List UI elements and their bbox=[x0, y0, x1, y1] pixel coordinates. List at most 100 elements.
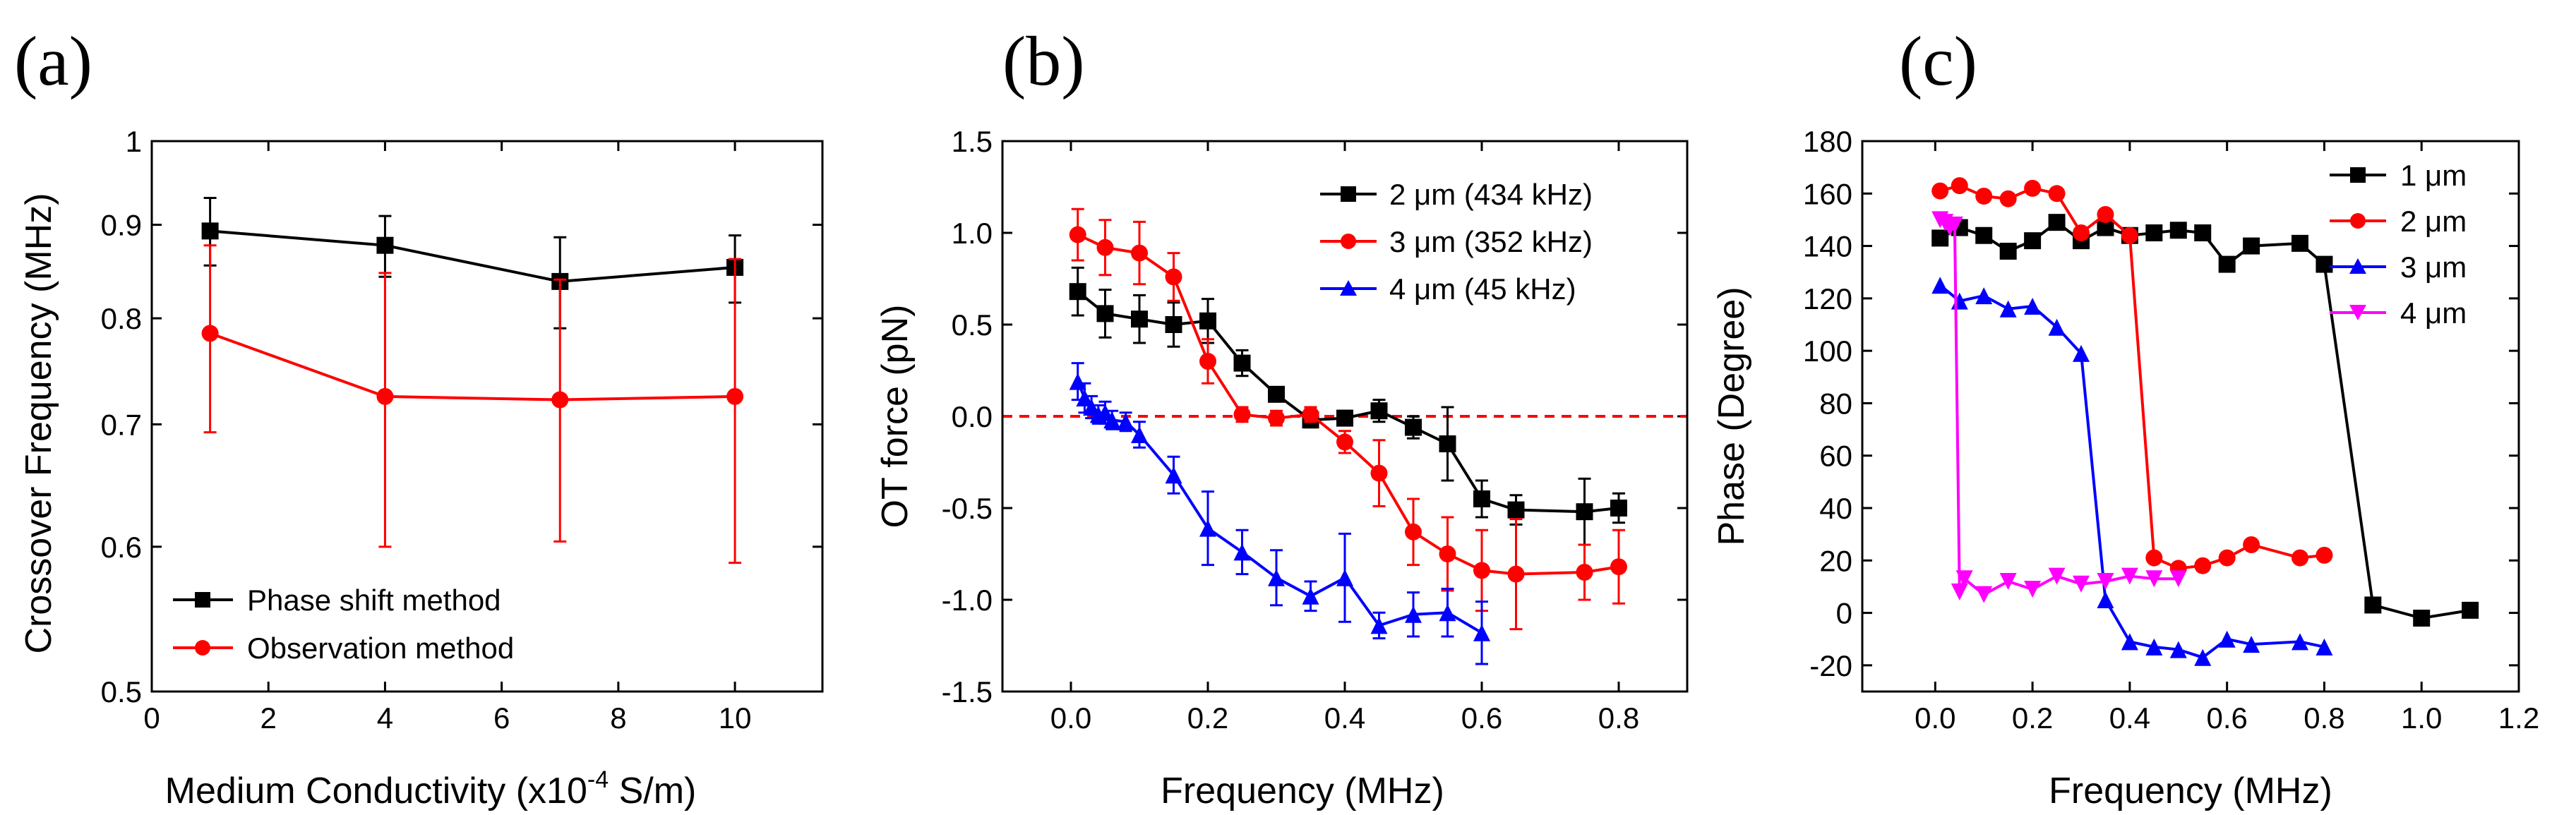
data-point bbox=[2413, 610, 2431, 627]
legend-marker-3um-c bbox=[2349, 258, 2366, 274]
x-tick-label: 0.6 bbox=[1461, 701, 1502, 735]
series-1 bbox=[1069, 266, 1627, 546]
y-axis-title-c: Phase (Degree) bbox=[1711, 286, 1752, 545]
data-point bbox=[2169, 570, 2187, 588]
data-point bbox=[2169, 641, 2187, 658]
data-point bbox=[2316, 255, 2333, 273]
data-point bbox=[2097, 206, 2114, 223]
x-axis-title-a: Medium Conductivity (x10-4 S/m) bbox=[165, 766, 697, 811]
data-point bbox=[1336, 409, 1353, 427]
legend-label-2um-c: 2 μm bbox=[2400, 205, 2467, 238]
data-point bbox=[2145, 570, 2163, 588]
legend-c: 1 μm 2 μm 3 μm 4 μm bbox=[2330, 159, 2467, 330]
y-tick-label: 20 bbox=[1819, 544, 1852, 577]
data-point bbox=[1931, 277, 1949, 294]
data-point bbox=[1975, 227, 1993, 244]
data-point bbox=[1576, 503, 1593, 521]
legend-label-1um: 1 μm bbox=[2400, 159, 2467, 192]
y-tick-label: 180 bbox=[1803, 125, 1852, 158]
data-point bbox=[201, 325, 219, 342]
data-point bbox=[1439, 604, 1456, 622]
y-tick-label: 0.8 bbox=[101, 302, 142, 335]
data-point bbox=[1199, 353, 1216, 370]
data-point bbox=[1999, 190, 2017, 207]
y-tick-label: -1.0 bbox=[942, 584, 993, 617]
data-point bbox=[1405, 523, 1422, 541]
data-point bbox=[1370, 617, 1388, 634]
y-axis-title-b: OT force (pN) bbox=[875, 305, 916, 529]
data-point bbox=[2243, 536, 2260, 553]
series-line bbox=[1939, 284, 2325, 659]
x-tick-label: 0.0 bbox=[1915, 701, 1955, 735]
data-point bbox=[1439, 545, 1456, 562]
data-point bbox=[2218, 549, 2236, 567]
data-point bbox=[2097, 591, 2114, 608]
series-2 bbox=[1931, 177, 2333, 577]
y-tick-label: -0.5 bbox=[942, 492, 993, 525]
series-line bbox=[209, 332, 736, 402]
data-point bbox=[201, 222, 219, 240]
series-group-c bbox=[1931, 177, 2479, 666]
x-tick-label: 4 bbox=[377, 701, 393, 735]
legend-marker-4um-c bbox=[2349, 305, 2366, 320]
x-tick-label: 0.0 bbox=[1050, 701, 1091, 735]
data-point bbox=[1610, 558, 1627, 576]
y-tick-label: 40 bbox=[1819, 492, 1852, 525]
panel-a: (a) Medium Conductivity (x10-4 S/m) Cros… bbox=[14, 22, 824, 811]
legend-marker-1um bbox=[2350, 167, 2366, 183]
legend-a: Phase shift method Observation method bbox=[173, 584, 514, 665]
legend-label-observation: Observation method bbox=[247, 632, 514, 665]
series-group-a bbox=[201, 196, 744, 565]
data-point bbox=[2073, 344, 2090, 362]
data-point bbox=[1610, 500, 1627, 517]
data-point bbox=[1439, 435, 1456, 452]
data-point bbox=[2316, 638, 2333, 656]
y-tick-label: 0.0 bbox=[952, 400, 993, 433]
data-point bbox=[1131, 244, 1148, 262]
y-axis-title-a: Crossover Frequency (MHz) bbox=[18, 193, 59, 653]
legend-label-phase-shift: Phase shift method bbox=[247, 584, 501, 617]
data-point bbox=[2194, 557, 2212, 574]
data-point bbox=[1931, 182, 1949, 200]
data-point bbox=[2024, 179, 2042, 197]
x-tick-label: 1.0 bbox=[2401, 701, 2442, 735]
y-tick-label: 100 bbox=[1803, 334, 1852, 368]
data-point bbox=[1233, 354, 1251, 372]
data-point bbox=[1165, 316, 1182, 333]
x-axis-title-c: Frequency (MHz) bbox=[2049, 771, 2332, 811]
data-point bbox=[2218, 630, 2236, 648]
series-line bbox=[1939, 184, 2325, 570]
legend-label-3um: 3 μm (352 kHz) bbox=[1389, 225, 1593, 258]
data-point bbox=[1103, 411, 1121, 429]
data-point bbox=[1336, 569, 1353, 586]
data-point bbox=[1576, 564, 1593, 581]
data-point bbox=[1473, 624, 1490, 641]
data-point bbox=[1131, 310, 1148, 328]
plot-frame-a bbox=[150, 140, 824, 693]
x-tick-label: 0.8 bbox=[2304, 701, 2344, 735]
x-tick-label: 0.4 bbox=[1324, 701, 1365, 735]
y-tick-label: 1.0 bbox=[952, 217, 993, 250]
panel-label-b: (b) bbox=[1002, 22, 1085, 100]
data-point bbox=[1975, 188, 1993, 205]
data-point bbox=[1370, 402, 1388, 420]
y-tick-label: 60 bbox=[1819, 440, 1852, 473]
x-tick-label: 6 bbox=[493, 701, 510, 735]
series-2 bbox=[1069, 207, 1627, 631]
y-tick-label: 140 bbox=[1803, 230, 1852, 263]
data-point bbox=[2121, 567, 2138, 585]
data-point bbox=[1233, 406, 1251, 423]
data-point bbox=[376, 236, 394, 254]
data-point bbox=[1117, 413, 1134, 430]
legend-marker-2um bbox=[1341, 186, 1356, 202]
data-point bbox=[1946, 216, 1963, 234]
x-tick-label: 2 bbox=[260, 701, 277, 735]
data-point bbox=[1069, 226, 1086, 243]
series-1 bbox=[201, 196, 744, 330]
x-tick-label: 1.2 bbox=[2498, 701, 2539, 735]
data-point bbox=[1302, 587, 1319, 605]
data-point bbox=[2292, 633, 2308, 651]
x-tick-label: 0.2 bbox=[1187, 701, 1228, 735]
legend-marker-3um bbox=[1341, 234, 1356, 249]
